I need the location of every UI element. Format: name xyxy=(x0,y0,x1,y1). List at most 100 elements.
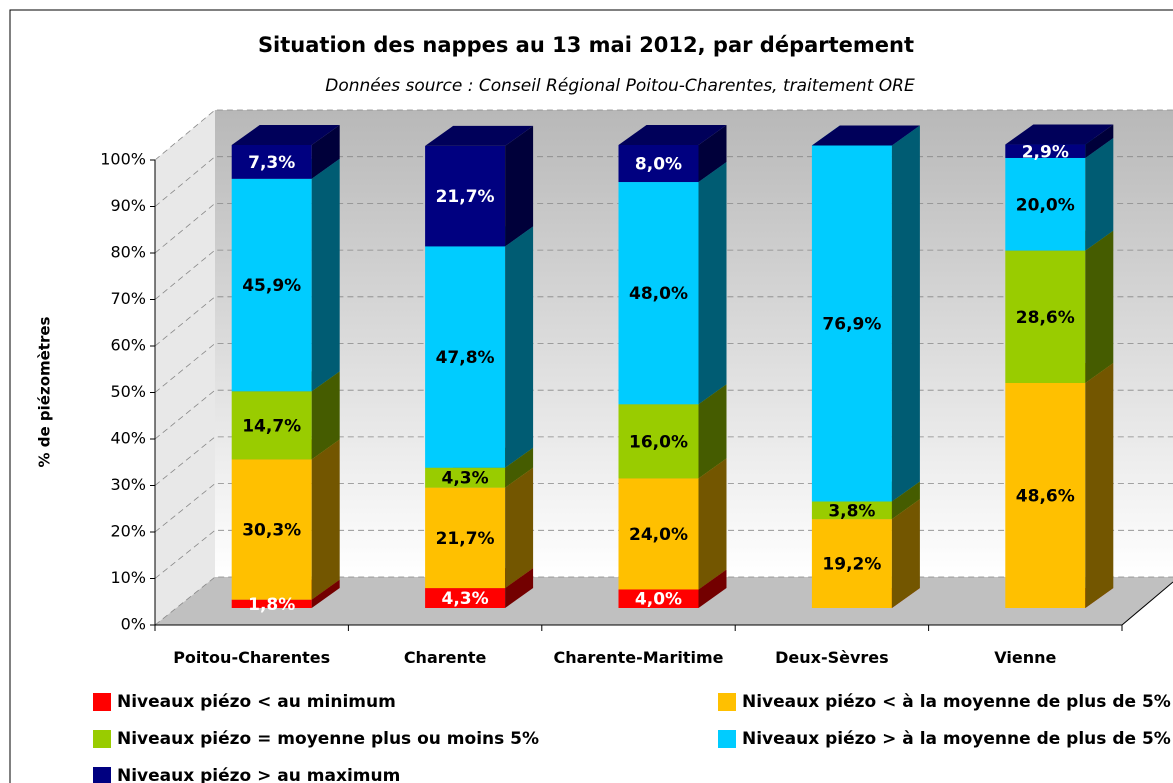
chart-title: Situation des nappes au 13 mai 2012, par… xyxy=(258,33,914,57)
y-tick-label: 30% xyxy=(110,475,146,494)
bar-side xyxy=(505,226,534,468)
legend-label: Niveaux piézo > à la moyenne de plus de … xyxy=(742,729,1171,749)
legend-label: Niveaux piézo < au minimum xyxy=(117,692,396,712)
bar-side xyxy=(1085,230,1114,383)
x-tick-label: Charente xyxy=(403,648,487,667)
data-label: 76,9% xyxy=(822,314,881,334)
x-tick-label-box: Charente xyxy=(403,648,487,667)
data-label: 48,0% xyxy=(629,284,688,304)
bar-side xyxy=(505,568,534,608)
bar-side xyxy=(698,162,727,405)
chart-subtitle: Données source : Conseil Régional Poitou… xyxy=(325,76,915,96)
bar-segment xyxy=(1005,250,1086,383)
bar-side xyxy=(698,458,727,590)
bar-top xyxy=(425,125,534,146)
bar-side xyxy=(698,384,727,479)
bar-side xyxy=(311,158,340,392)
data-label: 7,3% xyxy=(248,153,295,173)
bar-segment xyxy=(811,145,892,502)
y-tick-label: 40% xyxy=(110,429,146,448)
bar-segment xyxy=(425,246,506,468)
bar-side xyxy=(311,579,340,608)
y-tick-label: 80% xyxy=(110,243,146,262)
floor-edge xyxy=(1121,581,1173,626)
x-tick-label: Deux-Sèvres xyxy=(775,648,889,667)
legend-label: Niveaux piézo < à la moyenne de plus de … xyxy=(742,692,1171,712)
bar-side xyxy=(1085,362,1114,608)
bar-segment xyxy=(425,588,506,608)
data-label: 4,0% xyxy=(635,590,682,610)
legend-label: Niveaux piézo > au maximum xyxy=(117,766,400,783)
x-tick-label-box: Vienne xyxy=(994,648,1056,667)
bar-segment xyxy=(231,599,312,608)
bar-segment xyxy=(1005,157,1086,251)
legend: Niveaux piézo < au minimum Niveaux piézo … xyxy=(93,692,1171,783)
grid-line xyxy=(154,389,1173,440)
y-tick-label: 10% xyxy=(110,568,146,587)
bar-segment xyxy=(231,145,312,179)
bar-top xyxy=(1005,124,1114,145)
x-tick-label-box: Charente-Maritime xyxy=(554,648,724,667)
grid-line xyxy=(154,249,1173,300)
bar-segment xyxy=(231,459,312,600)
data-label: 16,0% xyxy=(629,432,688,452)
data-label: 8,0% xyxy=(635,155,682,175)
bar-segment xyxy=(425,467,506,488)
data-label: 30,3% xyxy=(242,521,301,541)
data-label: 21,7% xyxy=(436,529,495,549)
bar-side xyxy=(698,125,727,183)
bar-segment xyxy=(618,145,699,183)
bar-side xyxy=(505,467,534,589)
x-tick-label-box: Deux-Sèvres xyxy=(775,648,889,667)
legend-swatch xyxy=(718,693,736,711)
grid-line xyxy=(154,343,1173,393)
bars: 1,8% 30,3% 14,7% 45,9% 7,3% 4,3% 21,7% 4,3% 47,8… xyxy=(231,124,1114,615)
bar-side xyxy=(505,447,534,488)
x-tick-label: Poitou-Charentes xyxy=(173,648,331,667)
y-tick-label: 60% xyxy=(110,336,146,355)
bar-top xyxy=(618,125,727,145)
bar-segment xyxy=(618,404,699,479)
bar-segment xyxy=(618,589,699,608)
legend-label: Niveaux piézo = moyenne plus ou moins 5% xyxy=(117,729,539,749)
data-label: 2,9% xyxy=(1022,142,1069,162)
y-tick-label: 0% xyxy=(121,615,146,634)
y-tick-label: 90% xyxy=(110,196,146,215)
x-tick-label-box: Poitou-Charentes xyxy=(173,648,331,667)
y-tick-label: 20% xyxy=(110,522,146,541)
grid-line xyxy=(154,296,1173,347)
data-label: 4,3% xyxy=(442,469,489,489)
grid-line xyxy=(154,203,1173,254)
y-tick-label: 50% xyxy=(110,382,146,401)
legend-swatch xyxy=(93,730,111,748)
bar-segment xyxy=(811,501,892,520)
data-label: 45,9% xyxy=(242,276,301,296)
data-label: 48,6% xyxy=(1016,486,1075,506)
data-label: 1,8% xyxy=(248,595,295,615)
legend-swatch xyxy=(93,693,111,711)
bar-top xyxy=(231,125,340,145)
y-tick-label: 70% xyxy=(110,289,146,308)
data-label: 47,8% xyxy=(436,348,495,368)
data-label: 14,7% xyxy=(242,416,301,436)
bar-side xyxy=(698,569,727,608)
bar-segment xyxy=(425,487,506,589)
data-label: 4,3% xyxy=(442,589,489,609)
bar-segment xyxy=(811,519,892,608)
data-label: 21,7% xyxy=(436,187,495,207)
bar-top xyxy=(811,125,920,146)
bar-side xyxy=(1085,124,1114,158)
bar-side xyxy=(311,371,340,460)
bar-segment xyxy=(618,478,699,590)
bar-side xyxy=(311,439,340,600)
side-wall xyxy=(155,110,215,625)
bar-side xyxy=(311,125,340,179)
grid-line xyxy=(154,156,1173,207)
data-label: 24,0% xyxy=(629,525,688,545)
bar-segment xyxy=(1005,382,1086,608)
bar-side xyxy=(891,499,920,608)
bar-side xyxy=(891,481,920,520)
bar-segment xyxy=(231,391,312,460)
